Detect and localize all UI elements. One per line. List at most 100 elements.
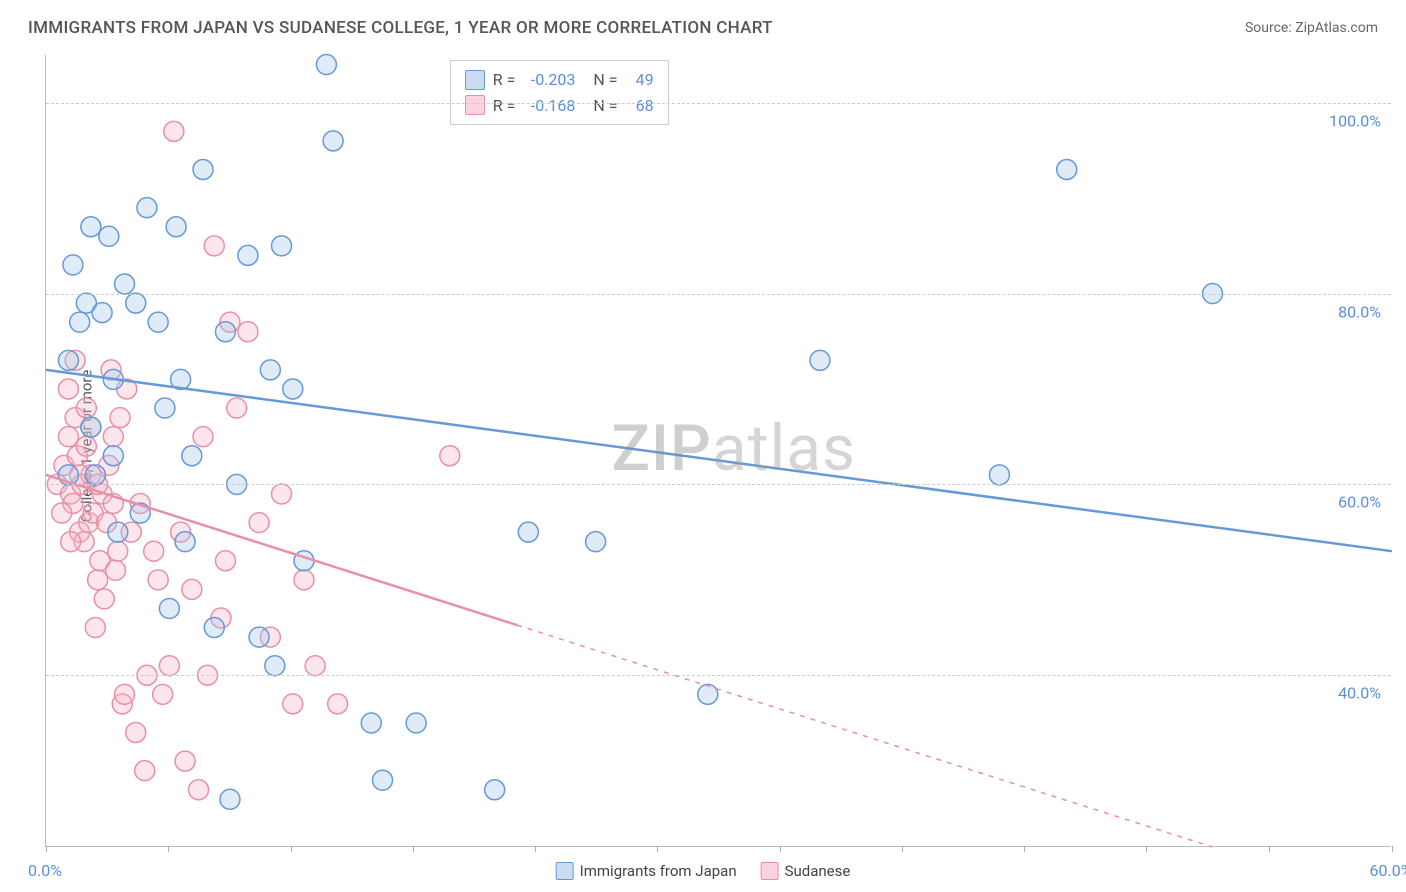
y-tick-label: 80.0% (1338, 302, 1381, 321)
data-point-sudan (159, 656, 179, 676)
data-point-sudan (175, 751, 195, 771)
data-point-japan (115, 274, 135, 294)
data-point-japan (182, 446, 202, 466)
gridline (46, 294, 1391, 295)
x-tick (535, 846, 536, 852)
source-label: Source: ZipAtlas.com (1245, 20, 1378, 36)
data-point-japan (103, 446, 123, 466)
data-point-japan (1057, 160, 1077, 180)
gridline (46, 103, 1391, 104)
data-point-japan (70, 312, 90, 332)
data-point-sudan (61, 532, 81, 552)
data-point-japan (108, 522, 128, 542)
data-point-sudan (204, 236, 224, 256)
data-point-sudan (126, 722, 146, 742)
chart-plot-area: R = -0.203N = 49R = -0.168N = 68 ZIPatla… (45, 55, 1391, 847)
data-point-sudan (52, 503, 72, 523)
legend-label: Sudanese (785, 862, 851, 880)
stats-n-label: N = (593, 93, 617, 119)
x-tick (657, 846, 658, 852)
data-point-sudan (328, 694, 348, 714)
data-point-sudan (58, 427, 78, 447)
stats-swatch (465, 70, 485, 90)
data-point-japan (238, 245, 258, 265)
data-point-japan (485, 780, 505, 800)
x-tick (46, 846, 47, 852)
data-point-japan (260, 360, 280, 380)
data-point-japan (81, 417, 101, 437)
data-point-sudan (85, 618, 105, 638)
stats-n-label: N = (593, 67, 617, 93)
data-point-japan (155, 398, 175, 418)
data-point-japan (193, 160, 213, 180)
data-point-sudan (272, 484, 292, 504)
stats-row-japan: R = -0.203N = 49 (465, 67, 654, 93)
x-tick (1024, 846, 1025, 852)
data-point-japan (126, 293, 146, 313)
data-point-sudan (189, 780, 209, 800)
data-point-japan (220, 789, 240, 809)
data-point-sudan (106, 560, 126, 580)
data-point-japan (175, 532, 195, 552)
legend-swatch (556, 862, 574, 880)
gridline (46, 675, 1391, 676)
data-point-japan (518, 522, 538, 542)
data-point-japan (148, 312, 168, 332)
data-point-japan (99, 226, 119, 246)
data-point-japan (58, 350, 78, 370)
data-point-sudan (238, 322, 258, 342)
stats-r-label: R = (493, 67, 516, 93)
data-point-japan (92, 303, 112, 323)
data-point-japan (406, 713, 426, 733)
data-point-japan (361, 713, 381, 733)
data-point-japan (215, 322, 235, 342)
data-point-sudan (148, 570, 168, 590)
data-point-sudan (103, 427, 123, 447)
data-point-sudan (108, 541, 128, 561)
data-point-japan (249, 627, 269, 647)
data-point-sudan (76, 398, 96, 418)
chart-title: IMMIGRANTS FROM JAPAN VS SUDANESE COLLEG… (28, 18, 773, 38)
data-point-sudan (144, 541, 164, 561)
data-point-sudan (58, 379, 78, 399)
x-tick (291, 846, 292, 852)
data-point-sudan (164, 121, 184, 141)
data-point-sudan (88, 570, 108, 590)
data-point-japan (698, 684, 718, 704)
correlation-stats-box: R = -0.203N = 49R = -0.168N = 68 (450, 60, 669, 125)
stats-swatch (465, 95, 485, 115)
data-point-sudan (94, 589, 114, 609)
data-point-sudan (440, 446, 460, 466)
x-tick (1269, 846, 1270, 852)
data-point-sudan (76, 436, 96, 456)
legend-label: Immigrants from Japan (580, 862, 737, 880)
data-point-sudan (182, 579, 202, 599)
data-point-japan (159, 598, 179, 618)
x-tick (902, 846, 903, 852)
data-point-sudan (153, 684, 173, 704)
data-point-sudan (215, 551, 235, 571)
x-tick (168, 846, 169, 852)
data-point-japan (283, 379, 303, 399)
regression-line-dashed-sudan (517, 625, 1212, 847)
x-tick (780, 846, 781, 852)
data-point-japan (316, 55, 336, 75)
stats-row-sudan: R = -0.168N = 68 (465, 93, 654, 119)
data-point-sudan (193, 427, 213, 447)
data-point-japan (137, 198, 157, 218)
data-point-japan (586, 532, 606, 552)
data-point-sudan (135, 761, 155, 781)
legend-item-japan: Immigrants from Japan (556, 862, 737, 880)
data-point-japan (265, 656, 285, 676)
x-tick (1146, 846, 1147, 852)
legend-item-sudan: Sudanese (761, 862, 851, 880)
data-point-japan (810, 350, 830, 370)
legend-bottom: Immigrants from Japan Sudanese (556, 862, 851, 880)
stats-n-value: 68 (626, 93, 654, 119)
data-point-japan (63, 255, 83, 275)
x-tick-label: 60.0% (1370, 861, 1406, 880)
regression-line-japan (46, 370, 1392, 551)
data-point-sudan (249, 513, 269, 533)
data-point-sudan (294, 570, 314, 590)
data-point-sudan (305, 656, 325, 676)
